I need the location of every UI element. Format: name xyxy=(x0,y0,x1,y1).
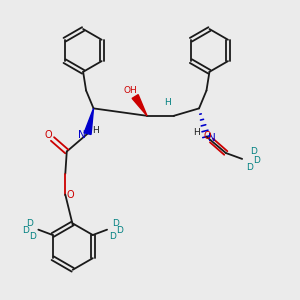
Text: H: H xyxy=(92,126,99,135)
Text: D: D xyxy=(109,232,116,241)
Polygon shape xyxy=(132,94,147,116)
Text: D: D xyxy=(30,232,37,241)
Text: H: H xyxy=(164,98,171,107)
Text: O: O xyxy=(67,190,74,200)
Text: D: D xyxy=(22,226,29,235)
Text: D: D xyxy=(253,156,260,165)
Text: D: D xyxy=(26,219,33,228)
Text: D: D xyxy=(246,163,253,172)
Text: O: O xyxy=(45,130,52,140)
Text: D: D xyxy=(112,219,119,228)
Text: N: N xyxy=(208,133,216,143)
Text: D: D xyxy=(250,147,257,156)
Text: O: O xyxy=(204,131,212,141)
Text: H: H xyxy=(193,128,200,137)
Text: D: D xyxy=(116,226,123,235)
Text: OH: OH xyxy=(123,86,137,95)
Text: N: N xyxy=(78,130,86,140)
Polygon shape xyxy=(84,108,94,134)
